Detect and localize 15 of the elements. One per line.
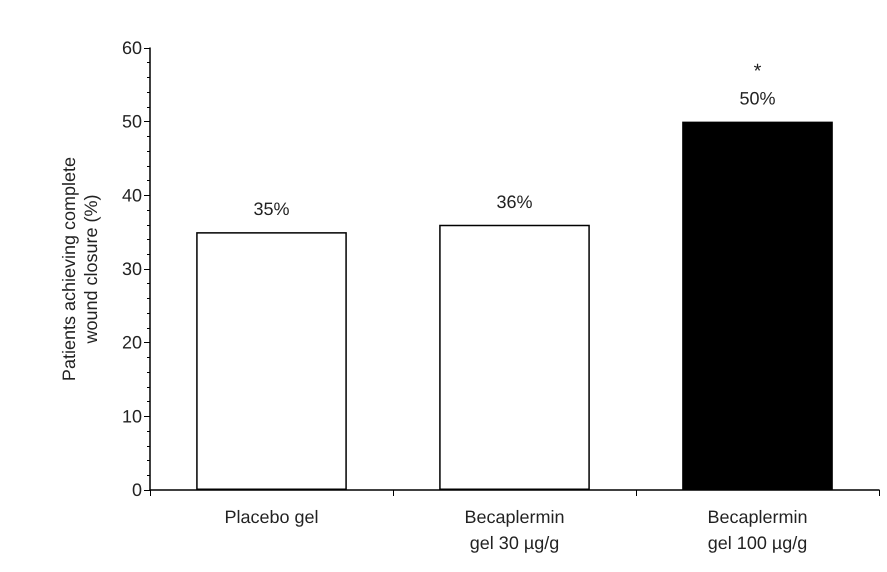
data-label: 35% [253,199,290,220]
y-tick-label: 0 [132,480,142,500]
y-tick-label: 50 [122,112,142,132]
y-tick-label: 40 [122,185,142,206]
x-tick-label: Becaplermin gel 100 µg/g [707,507,808,553]
data-label: 36% [496,192,533,212]
y-tick-label: 30 [122,259,142,279]
y-axis-title: Patients achieving complete wound closure (%) [59,156,101,382]
annotation: * [754,60,762,83]
y-tick-label: 60 [122,38,142,58]
y-tick-label: 10 [122,406,142,426]
data-label: 50% [739,88,776,109]
y-tick-label: 20 [122,332,142,353]
x-tick-label: Placebo gel [224,507,319,527]
x-tick-label: Becaplermin gel 30 µg/g [464,507,565,553]
